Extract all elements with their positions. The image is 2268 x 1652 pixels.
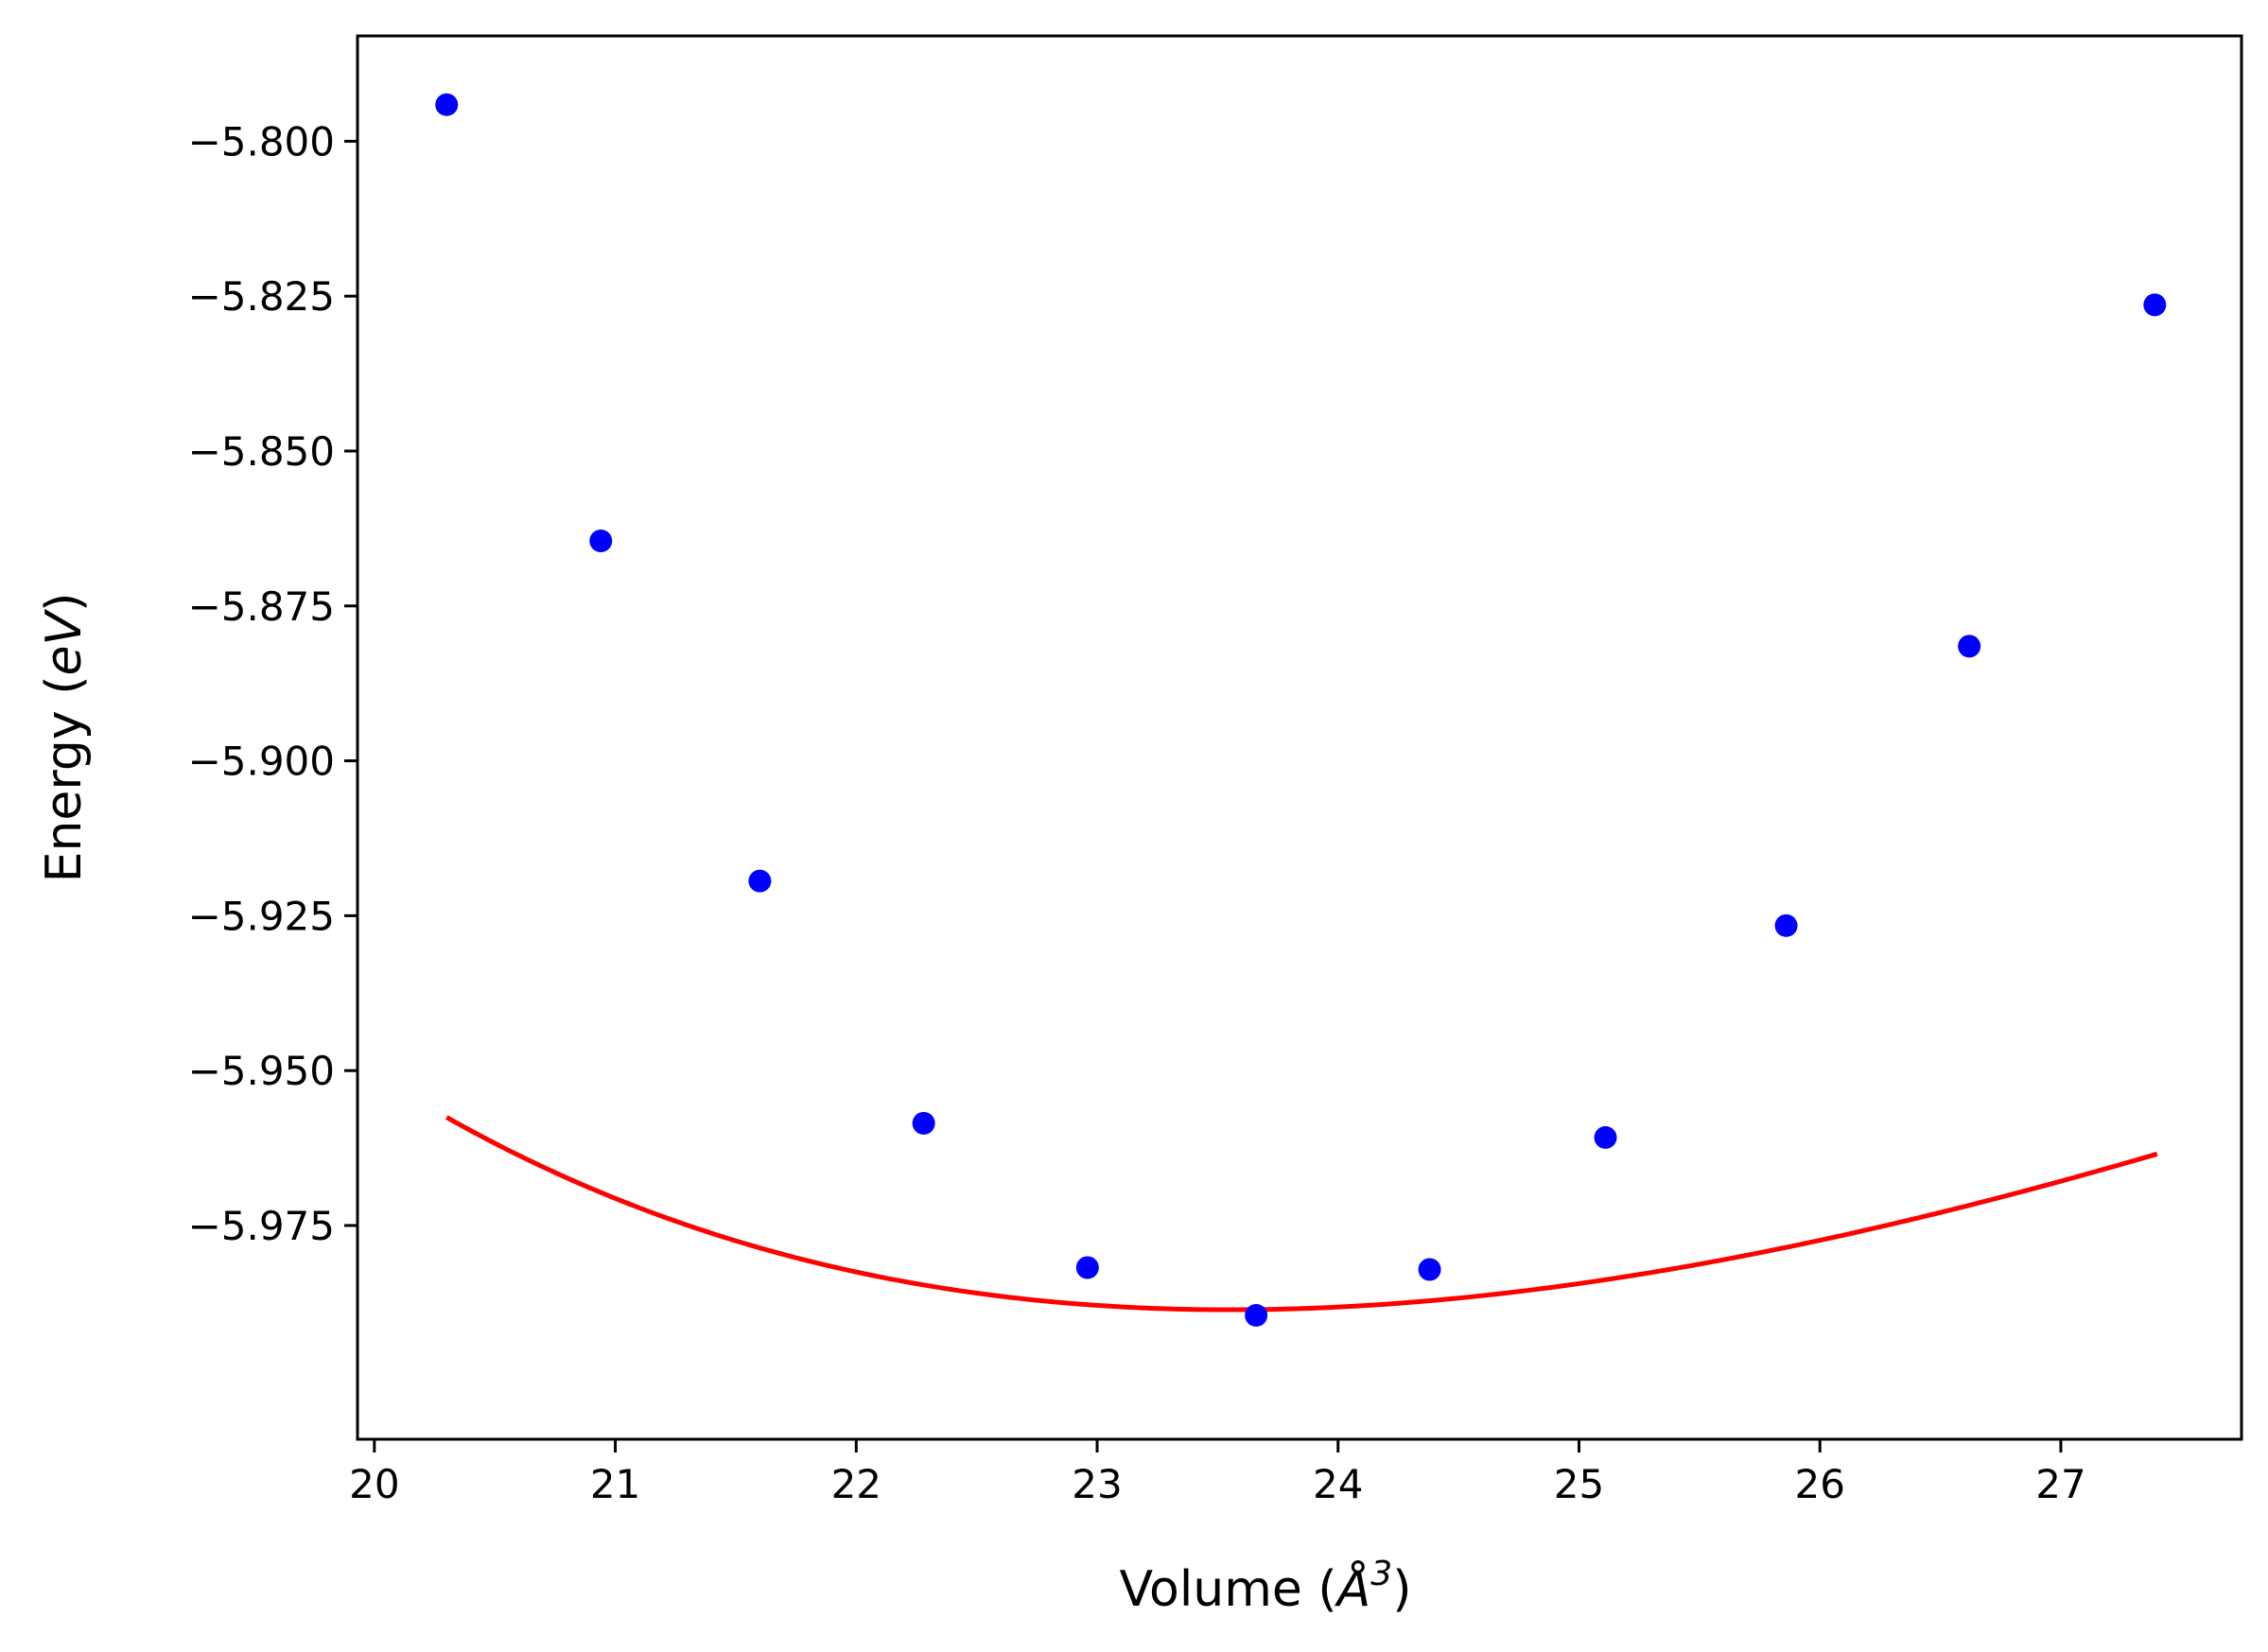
data-point [2143,293,2167,317]
data-point [589,529,613,552]
data-point [1075,1256,1099,1279]
data-point [1245,1303,1268,1327]
x-tick-label: 20 [349,1461,399,1507]
x-tick-label: 21 [590,1461,640,1507]
data-point [1774,913,1798,937]
data-point [1594,1125,1617,1149]
fit-curve [445,1115,2158,1313]
data-point [435,93,459,116]
x-axis-label-symbol: Å [1335,1559,1371,1618]
x-tick-label: 25 [1554,1461,1604,1507]
y-tick-label: −5.950 [188,1048,335,1094]
y-tick-label: −5.975 [188,1203,335,1249]
x-tick-label: 22 [831,1461,881,1507]
x-tick-label: 23 [1072,1461,1122,1507]
y-tick-label: −5.825 [188,273,335,320]
data-point [748,869,772,893]
axes-frame [356,34,2243,1441]
y-tick-label: −5.850 [188,428,335,475]
x-tick-label: 27 [2035,1461,2085,1507]
data-point [1418,1258,1441,1281]
y-tick-label: −5.900 [188,739,335,785]
y-tick-label: −5.925 [188,893,335,939]
y-axis-ticks: −5.800 −5.825 −5.850 −5.875 −5.900 −5.925 −5.9… [188,118,358,1249]
x-axis-label-superscript: 3 [1370,1555,1392,1593]
x-axis-label: Volume (Å3) [1120,1555,1412,1618]
y-axis-label: Energy (eV) [36,593,93,883]
x-axis-ticks: 20 21 22 23 24 25 26 27 [349,1439,2086,1507]
y-tick-label: −5.875 [188,583,335,630]
data-point [912,1111,935,1135]
y-axis-label-symbol: eV [36,609,93,676]
y-axis-label-suffix: ) [36,593,93,612]
x-axis-label-suffix: ) [1392,1561,1411,1618]
y-axis-label-prefix: Energy ( [36,676,93,883]
x-tick-label: 26 [1794,1461,1844,1507]
x-tick-label: 24 [1313,1461,1363,1507]
x-axis-label-prefix: Volume ( [1120,1561,1337,1618]
y-tick-label: −5.800 [188,118,335,165]
data-point [1958,635,1981,658]
plot-area [435,93,2167,1327]
